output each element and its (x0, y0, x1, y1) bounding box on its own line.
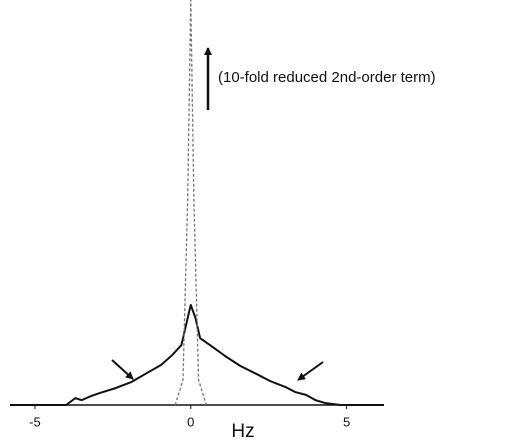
solid-line (10, 303, 384, 406)
right-arrow (297, 361, 324, 381)
x-axis-label: Hz (231, 421, 254, 442)
x-tick-label: 0 (187, 414, 194, 429)
dashed-line (174, 0, 207, 406)
left-arrow (111, 359, 134, 380)
x-tick-label: 5 (343, 414, 350, 429)
annotation: (10-fold reduced 2nd-order term) (218, 69, 436, 86)
x-tick-label: -5 (29, 414, 41, 429)
